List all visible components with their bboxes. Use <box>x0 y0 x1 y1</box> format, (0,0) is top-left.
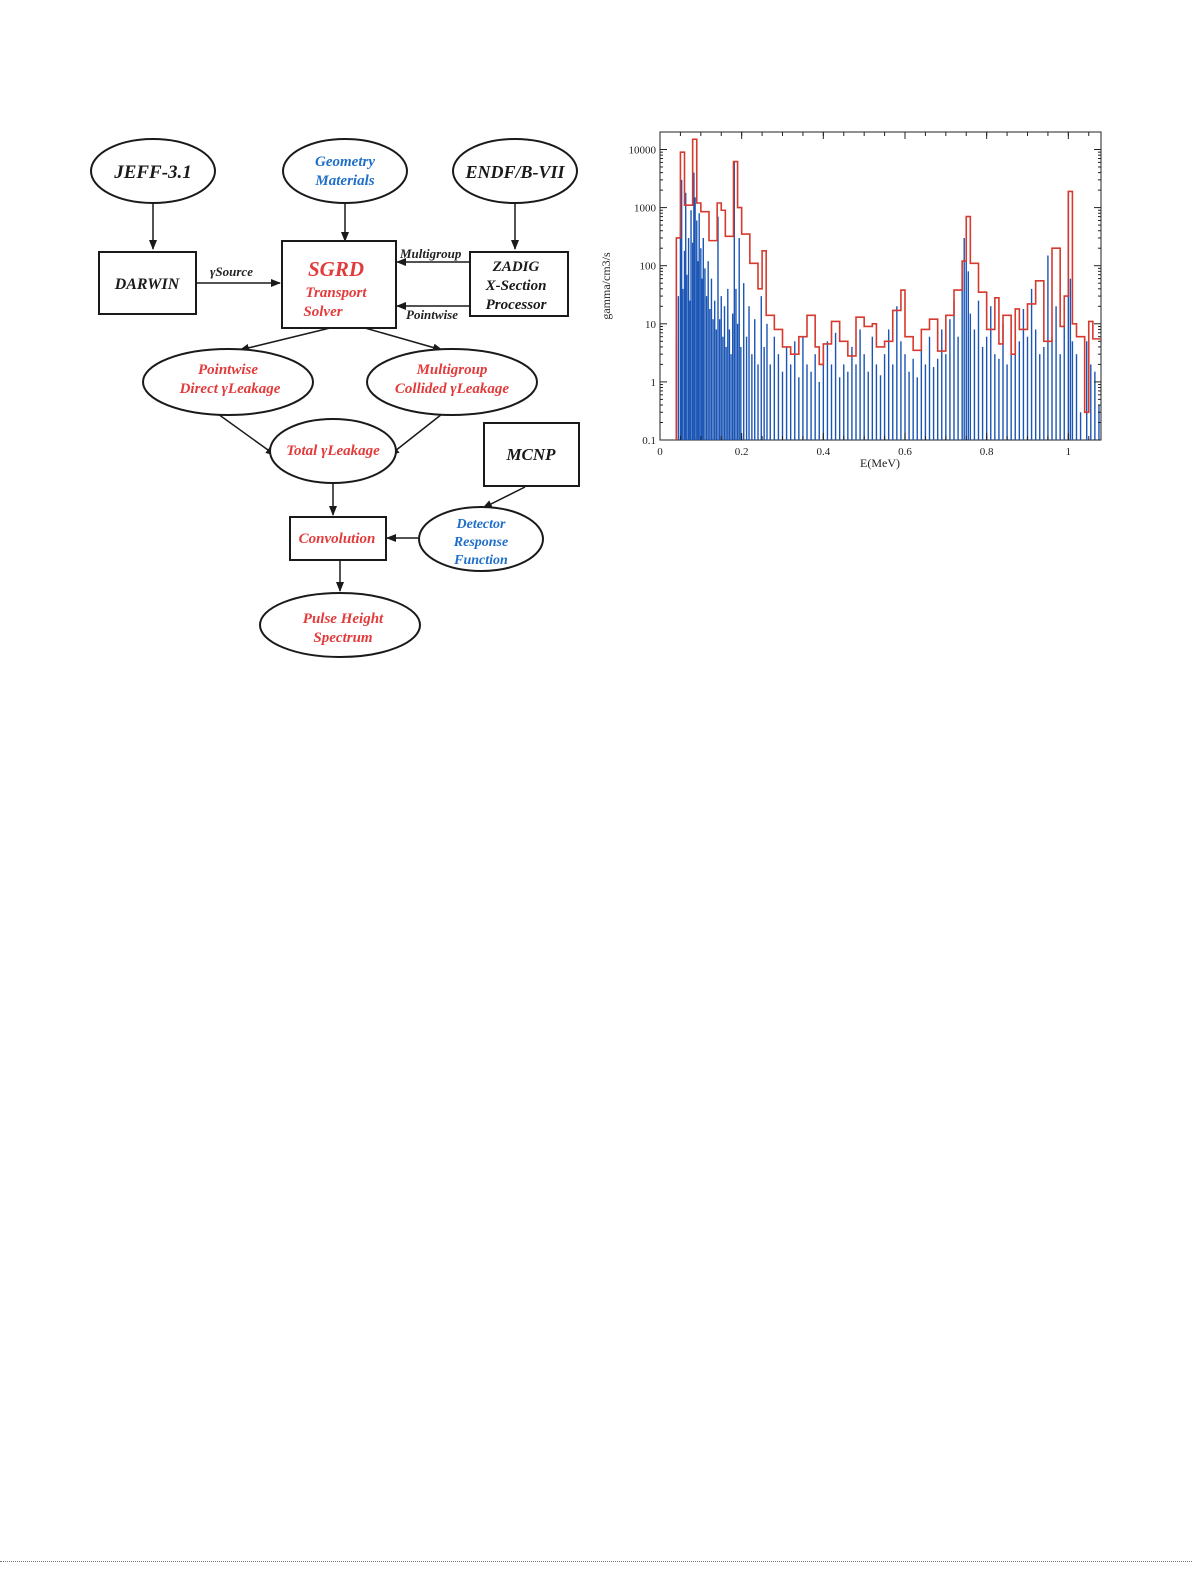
y-axis-label: gamma/cm3/s <box>599 252 613 320</box>
node-pointwise-label: Pointwise <box>198 362 258 378</box>
y-tick-label-0: 0.1 <box>642 435 656 447</box>
node-solver-label: Solver <box>303 304 342 320</box>
node-function-label: Function <box>453 553 508 568</box>
node-sgrd-label: SGRD <box>308 257 364 281</box>
edge-pointwise-to-total <box>217 413 276 456</box>
edge-sgrd-to-multigroup <box>364 327 443 352</box>
node-mcnp-label: MCNP <box>505 445 556 464</box>
node-zadig <box>469 251 569 317</box>
edge-mcnp-to-detector <box>482 486 526 509</box>
node-endf <box>452 138 578 204</box>
x-tick-label-5: 1 <box>1066 446 1072 458</box>
y-tick-label-4: 1000 <box>634 203 657 215</box>
node-mcnp <box>483 422 580 487</box>
y-tick-label-5: 10000 <box>629 144 657 156</box>
node-sgrd <box>281 240 397 329</box>
y-tick-label-2: 10 <box>645 319 657 331</box>
node-total-leakage <box>269 418 397 484</box>
node-convolution <box>289 516 387 561</box>
node-multigroup-collided <box>366 348 538 416</box>
node-collided-leakage-label: Collided γLeakage <box>395 381 509 397</box>
node-transport-label: Transport <box>305 285 367 301</box>
chart-layer: 0 0.2 0.4 0.6 0.8 1 0.1 1 10 100 1000 10000 <box>629 131 1102 458</box>
y-tick-label-3: 100 <box>640 261 657 273</box>
node-pointwise-direct <box>142 348 314 416</box>
node-spectrum-label: Spectrum <box>313 630 372 646</box>
node-darwin-label: DARWIN <box>114 276 181 293</box>
x-tick-label-2: 0.4 <box>816 446 830 458</box>
node-zadig-label: ZADIG <box>492 259 540 275</box>
node-total-leakage-label: Total γLeakage <box>286 443 380 459</box>
x-tick-label-3: 0.6 <box>898 446 912 458</box>
diagram-edges <box>149 203 526 592</box>
x-axis-label: E(MeV) <box>860 456 900 470</box>
page-bottom-dotted-line <box>0 1561 1192 1562</box>
x-tick-label-0: 0 <box>657 446 663 458</box>
node-response-label: Response <box>453 535 508 550</box>
edge-label-multigroup: Multigroup <box>399 246 462 261</box>
node-pulse-height-label: Pulse Height <box>303 611 384 627</box>
node-multigroup-label: Multigroup <box>416 362 488 378</box>
edge-label-pointwise: Pointwise <box>406 307 458 322</box>
edge-label-gamma-source: γSource <box>210 264 253 279</box>
multigroup-step-line <box>675 138 1101 440</box>
node-geometry-label: Geometry <box>315 154 375 170</box>
node-pulse-height <box>259 592 421 658</box>
y-tick-label-1: 1 <box>651 377 657 389</box>
node-direct-leakage-label: Direct γLeakage <box>179 381 281 397</box>
node-detector-label: Detector <box>456 517 507 532</box>
node-processor-label: Processor <box>486 297 547 313</box>
node-detector-response <box>418 506 544 572</box>
node-xsection-label: X-Section <box>485 278 547 294</box>
plot-area <box>675 138 1101 440</box>
node-jeff <box>90 138 216 204</box>
node-jeff-label: JEFF-3.1 <box>113 162 192 183</box>
node-endf-label: ENDF/B-VII <box>464 162 565 182</box>
edge-sgrd-to-pointwise <box>239 327 331 352</box>
node-convolution-label: Convolution <box>299 531 376 547</box>
x-tick-label-1: 0.2 <box>735 446 749 458</box>
node-darwin <box>98 251 197 315</box>
node-geometry-materials <box>282 138 408 204</box>
edge-multigroup-to-total <box>389 413 443 456</box>
workflow-diagram: γSource Multigroup Pointwise JEFF-3.1 Ge… <box>90 138 580 658</box>
node-materials-label: Materials <box>314 173 374 189</box>
x-tick-label-4: 0.8 <box>980 446 994 458</box>
